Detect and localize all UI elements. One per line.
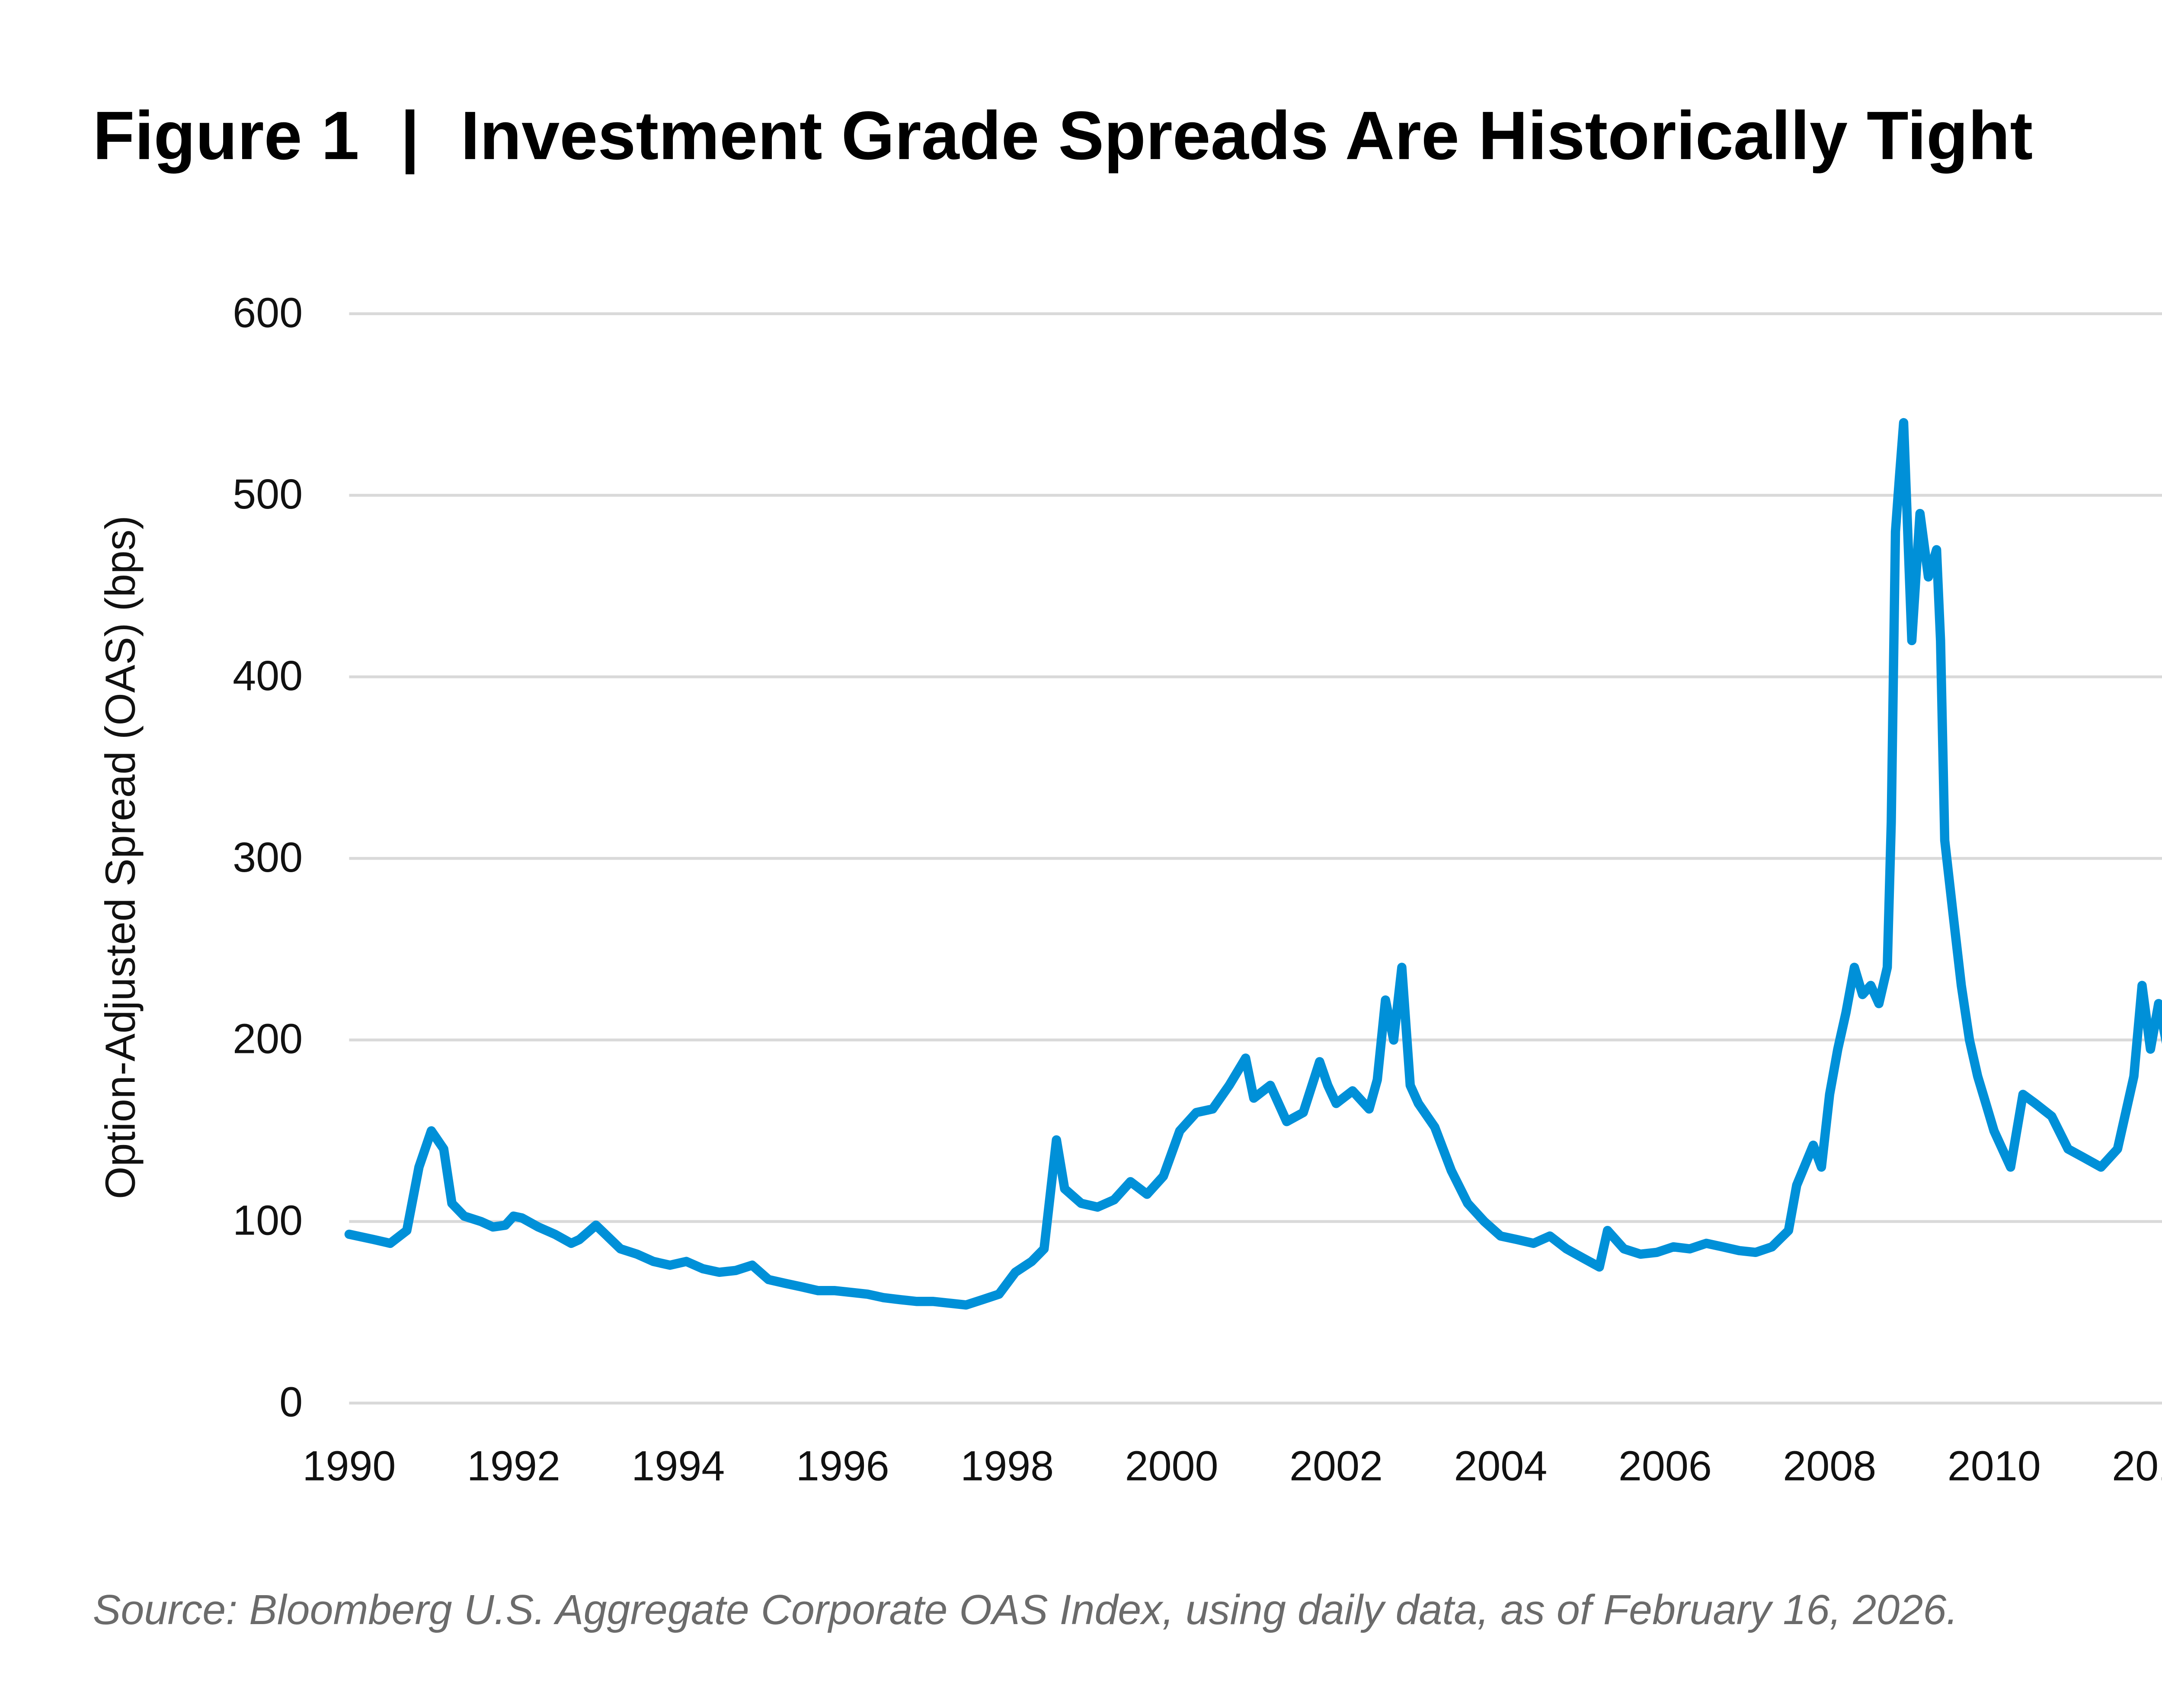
x-tick-label: 1990 <box>302 1443 396 1490</box>
y-axis-label: Option-Adjusted Spread (OAS) (bps) <box>97 515 144 1199</box>
x-tick-label: 2010 <box>1948 1443 2041 1490</box>
y-tick-label: 400 <box>233 652 303 699</box>
y-tick-label: 300 <box>233 834 303 881</box>
y-tick-label: 200 <box>233 1015 303 1062</box>
x-tick-label: 1998 <box>960 1443 1054 1490</box>
x-tick-label: 2008 <box>1783 1443 1876 1490</box>
y-axis-ticks: 0 100 200 300 400 500 600 <box>233 289 303 1425</box>
x-tick-label: 2012 <box>2112 1443 2162 1490</box>
x-tick-label: 2004 <box>1454 1443 1547 1490</box>
title-text: Investment Grade Spreads Are Historicall… <box>461 97 2033 174</box>
x-tick-label: 2000 <box>1125 1443 1219 1490</box>
source-note: Source: Bloomberg U.S. Aggregate Corpora… <box>93 1586 1958 1633</box>
x-tick-label: 1996 <box>796 1443 889 1490</box>
x-tick-label: 1994 <box>631 1443 725 1490</box>
x-tick-label: 1992 <box>467 1443 560 1490</box>
gridlines <box>349 312 2162 1405</box>
y-tick-label: 0 <box>279 1378 303 1425</box>
y-tick-label: 100 <box>233 1197 303 1244</box>
title-separator: | <box>400 97 419 175</box>
figure-title: Figure 1 | Investment Grade Spreads Are … <box>93 97 2033 175</box>
x-tick-label: 2006 <box>1618 1443 1712 1490</box>
x-axis-ticks: 1990 1992 1994 1996 1998 2000 2002 2004 2006 2008… <box>302 1443 2162 1490</box>
y-tick-label: 500 <box>233 470 303 518</box>
oas-series-line <box>344 418 2162 1310</box>
y-tick-label: 600 <box>233 289 303 336</box>
x-tick-label: 2002 <box>1289 1443 1383 1490</box>
figure-label: Figure 1 <box>93 97 359 174</box>
